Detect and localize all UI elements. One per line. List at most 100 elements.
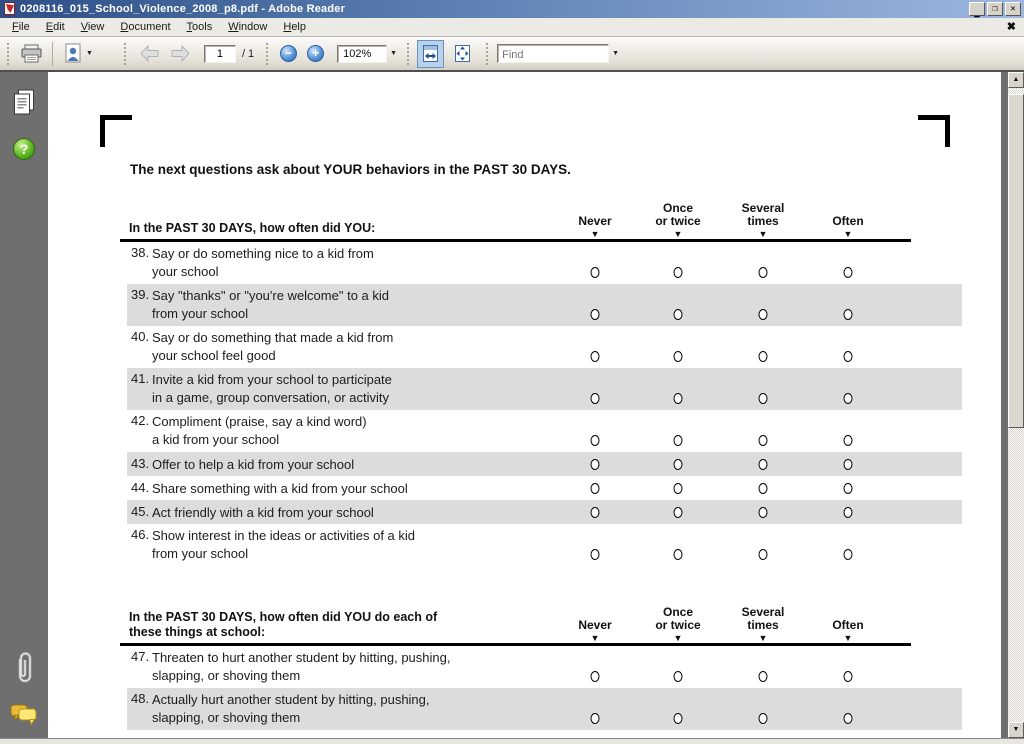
printer-icon <box>21 44 42 63</box>
find-dropdown-caret-icon[interactable]: ▼ <box>612 50 620 57</box>
toolbar-grip[interactable] <box>486 42 490 65</box>
next-page-button[interactable] <box>165 40 196 68</box>
zoom-out-icon: − <box>280 45 298 62</box>
radio-once-or-twice[interactable] <box>673 671 683 682</box>
radio-never[interactable] <box>590 507 600 518</box>
zoom-out-button[interactable]: − <box>275 40 302 68</box>
radio-once-or-twice[interactable] <box>673 549 683 560</box>
pdf-file-icon <box>3 2 17 16</box>
radio-never[interactable] <box>590 671 600 682</box>
sign-collaborate-button[interactable]: ▼ <box>57 40 98 68</box>
corner-mark-top-right <box>918 115 950 147</box>
radio-often[interactable] <box>843 267 853 278</box>
fit-page-button[interactable] <box>449 40 476 68</box>
column-pointer-icon: ▼ <box>590 633 600 643</box>
menu-view[interactable]: View <box>80 21 105 33</box>
radio-several-times[interactable] <box>758 507 768 518</box>
radio-never[interactable] <box>590 267 600 278</box>
comments-icon[interactable] <box>10 704 38 731</box>
document-pane: ? The next questions ask about YOUR beha… <box>0 72 1024 738</box>
question-table: In the PAST 30 DAYS, how often did YOU d… <box>120 592 962 730</box>
toolbar-grip[interactable] <box>266 42 270 65</box>
radio-several-times[interactable] <box>758 671 768 682</box>
toolbar: ▼ / 1 − + 102% ▼ ▼ <box>0 37 1024 72</box>
radio-never[interactable] <box>590 483 600 494</box>
minimize-button[interactable]: ▁ <box>969 2 985 18</box>
corner-mark-top-left <box>100 115 132 147</box>
radio-once-or-twice[interactable] <box>673 309 683 320</box>
column-header-never: Never ▼ <box>578 214 612 240</box>
radio-several-times[interactable] <box>758 435 768 446</box>
page-number-input[interactable] <box>203 44 236 63</box>
menu-help[interactable]: Help <box>283 21 306 33</box>
question-text: Share something with a kid from your sch… <box>152 481 408 496</box>
radio-never[interactable] <box>590 435 600 446</box>
radio-often[interactable] <box>843 393 853 404</box>
table-header: In the PAST 30 DAYS, how often did YOU: N… <box>120 196 911 242</box>
menu-edit[interactable]: Edit <box>45 21 65 33</box>
radio-never[interactable] <box>590 549 600 560</box>
find-input[interactable] <box>498 46 609 64</box>
radio-never[interactable] <box>590 459 600 470</box>
radio-once-or-twice[interactable] <box>673 483 683 494</box>
radio-often[interactable] <box>843 671 853 682</box>
radio-never[interactable] <box>590 393 600 404</box>
zoom-dropdown-caret-icon[interactable]: ▼ <box>390 50 398 57</box>
scroll-down-icon[interactable]: ▼ <box>1008 722 1024 738</box>
radio-several-times[interactable] <box>758 713 768 724</box>
radio-several-times[interactable] <box>758 393 768 404</box>
vertical-scrollbar[interactable]: ▲ ▼ <box>1008 72 1024 738</box>
print-button[interactable] <box>15 40 48 68</box>
radio-once-or-twice[interactable] <box>673 267 683 278</box>
radio-often[interactable] <box>843 713 853 724</box>
pages-panel-icon[interactable] <box>11 88 38 123</box>
radio-never[interactable] <box>590 351 600 362</box>
scroll-up-icon[interactable]: ▲ <box>1008 72 1024 88</box>
navigation-sidebar: ? <box>0 72 48 738</box>
previous-page-button[interactable] <box>134 40 165 68</box>
radio-several-times[interactable] <box>758 267 768 278</box>
help-icon[interactable]: ? <box>13 138 35 160</box>
radio-often[interactable] <box>843 309 853 320</box>
column-header-often: Often ▼ <box>832 214 864 240</box>
menu-file[interactable]: File <box>12 21 30 33</box>
radio-often[interactable] <box>843 483 853 494</box>
menu-tools[interactable]: Tools <box>186 21 213 33</box>
radio-often[interactable] <box>843 507 853 518</box>
radio-several-times[interactable] <box>758 549 768 560</box>
toolbar-grip[interactable] <box>407 42 411 65</box>
question-number: 41. <box>131 371 150 386</box>
radio-once-or-twice[interactable] <box>673 713 683 724</box>
attachments-paperclip-icon[interactable] <box>12 650 36 691</box>
radio-never[interactable] <box>590 713 600 724</box>
radio-never[interactable] <box>590 309 600 320</box>
zoom-level-combobox[interactable]: 102% <box>337 44 388 63</box>
radio-several-times[interactable] <box>758 483 768 494</box>
radio-several-times[interactable] <box>758 459 768 470</box>
radio-once-or-twice[interactable] <box>673 507 683 518</box>
column-pointer-icon: ▼ <box>673 633 683 643</box>
close-button[interactable]: ✕ <box>1005 2 1021 16</box>
radio-once-or-twice[interactable] <box>673 435 683 446</box>
pdf-page: The next questions ask about YOUR behavi… <box>48 72 1001 738</box>
radio-once-or-twice[interactable] <box>673 393 683 404</box>
zoom-in-button[interactable]: + <box>302 40 329 68</box>
radio-several-times[interactable] <box>758 351 768 362</box>
radio-several-times[interactable] <box>758 309 768 320</box>
column-pointer-icon: ▼ <box>673 229 683 239</box>
radio-often[interactable] <box>843 435 853 446</box>
radio-often[interactable] <box>843 351 853 362</box>
column-pointer-icon: ▼ <box>843 229 853 239</box>
menu-document[interactable]: Document <box>120 21 171 33</box>
toolbar-grip[interactable] <box>123 42 128 65</box>
radio-once-or-twice[interactable] <box>673 459 683 470</box>
fit-width-button[interactable] <box>417 39 445 68</box>
menubar-close-icon[interactable]: ✖ <box>1006 21 1016 33</box>
radio-often[interactable] <box>843 459 853 470</box>
restore-button[interactable]: ❐ <box>987 2 1003 16</box>
scrollbar-thumb[interactable] <box>1008 94 1024 428</box>
radio-once-or-twice[interactable] <box>673 351 683 362</box>
menu-window[interactable]: Window <box>228 21 268 33</box>
toolbar-grip[interactable] <box>7 42 11 65</box>
radio-often[interactable] <box>843 549 853 560</box>
